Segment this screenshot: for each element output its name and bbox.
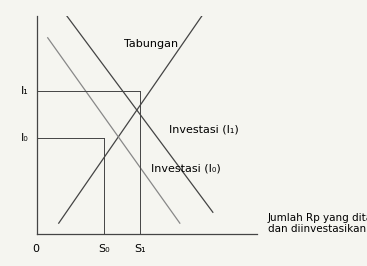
Text: Investasi (I₀): Investasi (I₀): [151, 164, 221, 174]
Text: 0: 0: [32, 244, 39, 254]
Text: I₀: I₀: [21, 133, 29, 143]
Text: Jumlah Rp yang ditabung
dan diinvestasikan: Jumlah Rp yang ditabung dan diinvestasik…: [268, 213, 367, 234]
Text: S₁: S₁: [134, 244, 146, 254]
Text: Tabungan: Tabungan: [124, 39, 178, 49]
Text: S₀: S₀: [98, 244, 110, 254]
Text: Investasi (I₁): Investasi (I₁): [169, 124, 239, 134]
Text: I₁: I₁: [21, 86, 29, 96]
